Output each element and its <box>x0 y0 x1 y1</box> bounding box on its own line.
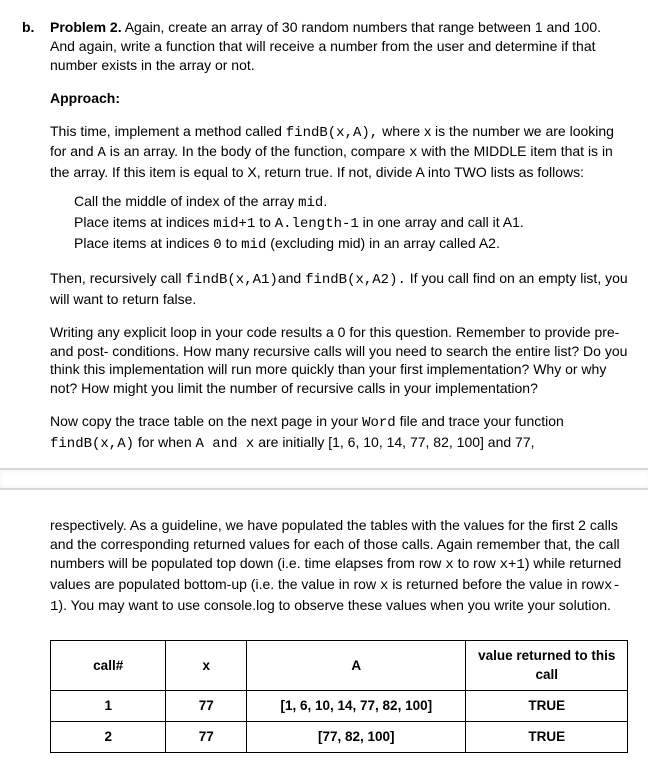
text: Place items at indices <box>74 214 213 230</box>
text: and <box>278 270 305 286</box>
problem-intro: Again, create an array of 30 random numb… <box>50 19 601 73</box>
code-x: x <box>409 145 417 161</box>
cell-return: TRUE <box>466 722 628 753</box>
text: to <box>222 235 241 251</box>
header-a: A <box>247 641 466 690</box>
text: Call the middle of index of the array <box>74 193 298 209</box>
header-x: x <box>166 641 247 690</box>
text: This time, implement a method called <box>50 123 286 139</box>
step-2: Place items at indices mid+1 to A.length… <box>74 213 628 234</box>
header-call: call# <box>51 641 166 690</box>
problem-title-line: Problem 2. Again, create an array of 30 … <box>50 18 628 75</box>
text: . <box>323 193 327 209</box>
header-return: value returned to this call <box>466 641 628 690</box>
code-a: A <box>97 145 105 161</box>
text: Place items at indices <box>74 235 213 251</box>
cell-a: [77, 82, 100] <box>247 722 466 753</box>
cell-call: 2 <box>51 722 166 753</box>
approach-heading: Approach: <box>50 89 628 108</box>
code-findb-a1: findB(x,A1) <box>185 272 277 288</box>
code-findb2: findB(x,A) <box>50 436 134 452</box>
paragraph-1: This time, implement a method called fin… <box>50 122 628 183</box>
text: for when <box>134 434 195 450</box>
table-row: 1 77 [1, 6, 10, 14, 77, 82, 100] TRUE <box>51 690 628 721</box>
text: Now copy the trace table on the next pag… <box>50 413 362 429</box>
cell-x: 77 <box>166 690 247 721</box>
text: is returned before the value in row <box>388 576 604 592</box>
cell-a: [1, 6, 10, 14, 77, 82, 100] <box>247 690 466 721</box>
code-len: A.length-1 <box>275 216 359 232</box>
code-x1: x <box>445 557 453 573</box>
table-row: 2 77 [77, 82, 100] TRUE <box>51 722 628 753</box>
problem-heading: b. Problem 2. Again, create an array of … <box>22 18 628 75</box>
table-header-row: call# x A value returned to this call <box>51 641 628 690</box>
steps-block: Call the middle of index of the array mi… <box>74 192 628 255</box>
code-mid: mid <box>298 195 323 211</box>
step-3: Place items at indices 0 to mid (excludi… <box>74 234 628 255</box>
text: in one array and call it A1. <box>359 214 524 230</box>
text: to row <box>454 555 500 571</box>
text: are initially [1, 6, 10, 14, 77, 82, 100… <box>254 434 534 450</box>
code-findb: findB(x,A), <box>286 125 378 141</box>
page-divider <box>0 468 648 490</box>
paragraph-5: respectively. As a guideline, we have po… <box>50 516 628 616</box>
text: is an array. In the body of the function… <box>106 143 409 159</box>
problem-letter: b. <box>22 18 50 75</box>
code-ax: A and x <box>196 436 255 452</box>
code-mid1: mid+1 <box>213 216 255 232</box>
paragraph-3: Writing any explicit loop in your code r… <box>50 323 628 399</box>
text: ). You may want to use console.log to ob… <box>58 597 611 613</box>
cell-x: 77 <box>166 722 247 753</box>
cell-call: 1 <box>51 690 166 721</box>
trace-table: call# x A value returned to this call 1 … <box>50 640 628 753</box>
text: to <box>255 214 274 230</box>
code-mid2: mid <box>241 237 266 253</box>
text: file and trace your function <box>396 413 564 429</box>
code-findb-a2: findB(x,A2). <box>305 272 406 288</box>
paragraph-4: Now copy the trace table on the next pag… <box>50 412 628 454</box>
code-xp1: x+1 <box>500 557 525 573</box>
text: (excluding mid) in an array called A2. <box>266 235 499 251</box>
code-zero: 0 <box>213 237 221 253</box>
paragraph-2: Then, recursively call findB(x,A1)and fi… <box>50 269 628 309</box>
text: Then, recursively call <box>50 270 185 286</box>
step-1: Call the middle of index of the array mi… <box>74 192 628 213</box>
page-container: b. Problem 2. Again, create an array of … <box>0 0 648 773</box>
problem-title: Problem 2. <box>50 19 122 35</box>
cell-return: TRUE <box>466 690 628 721</box>
code-word: Word <box>362 415 396 431</box>
